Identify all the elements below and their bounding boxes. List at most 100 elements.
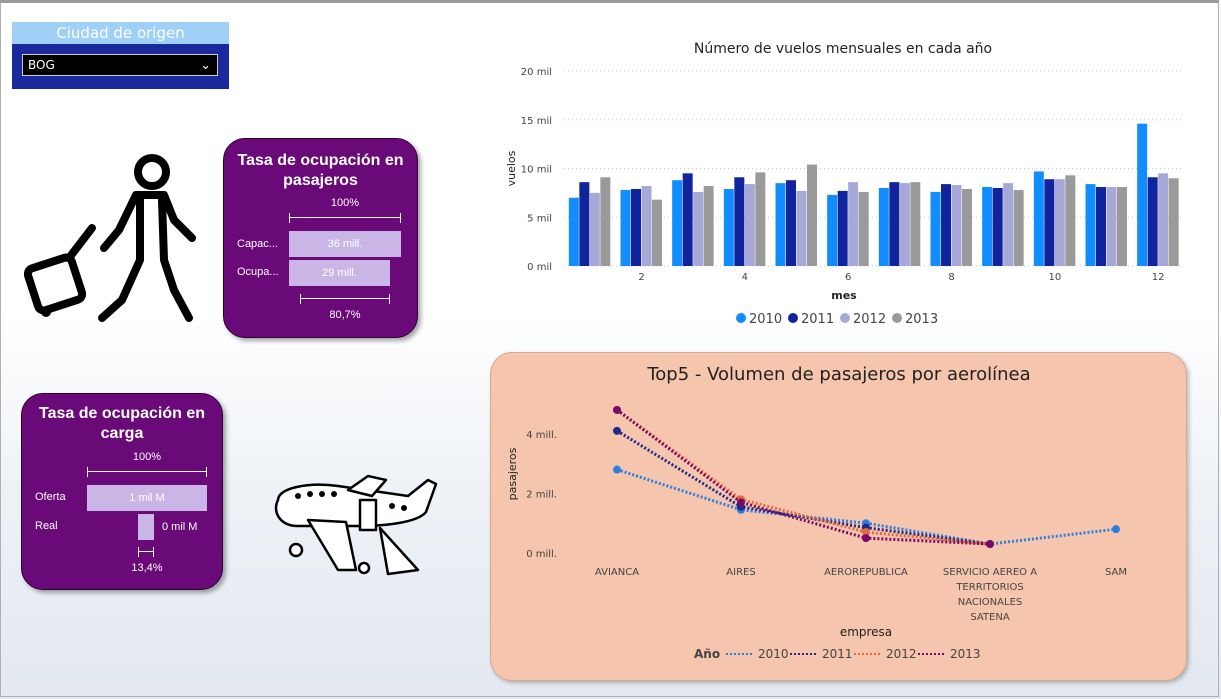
bar (786, 180, 796, 266)
top-percent-label: 100% (330, 197, 360, 209)
data-point (737, 498, 745, 507)
real-value: 0 mil M (162, 521, 198, 533)
bar (982, 187, 993, 266)
bar (807, 164, 817, 266)
capacity-label: Capac... (237, 238, 278, 250)
legend-label: 2010 (749, 312, 782, 327)
bar (910, 182, 921, 266)
bar (941, 184, 951, 266)
legend-marker (788, 313, 798, 323)
x-tick-label: SAM (1105, 567, 1127, 578)
x-tick-label: 10 (1048, 272, 1061, 283)
bar (589, 192, 600, 266)
card-title-line2: carga (100, 425, 144, 442)
bar (744, 184, 755, 266)
y-axis-label: vuelos (505, 150, 518, 186)
bar (703, 186, 714, 266)
bar (631, 188, 641, 266)
bar (672, 180, 683, 266)
x-axis-label: empresa (840, 625, 892, 639)
bar (827, 194, 838, 266)
top-percent-label: 100% (132, 451, 162, 463)
slicer-title: Ciudad de origen (12, 22, 229, 44)
legend-marker (840, 313, 850, 323)
bar (775, 183, 786, 266)
real-bar (138, 514, 154, 540)
real-label: Real (35, 520, 58, 532)
x-tick-label: 8 (948, 272, 954, 283)
legend-title: Año (694, 647, 720, 661)
card-title-line1: Tasa de ocupación en (39, 405, 205, 422)
card-title-line2: pasajeros (283, 172, 358, 189)
bar (1003, 183, 1014, 266)
occupied-bar: 29 mill. (289, 260, 390, 286)
passenger-occupancy-card: Tasa de ocupación en pasajeros 100% Capa… (223, 138, 418, 338)
data-point (986, 540, 994, 549)
bar (1096, 187, 1106, 266)
bar (1106, 187, 1117, 266)
bar (1085, 184, 1096, 266)
legend-label: 2012 (886, 647, 917, 661)
y-tick-label: 0 mill. (526, 549, 557, 560)
legend-label: 2012 (853, 312, 886, 327)
legend-marker (892, 313, 902, 323)
bar (1158, 173, 1169, 266)
x-tick-label: 4 (742, 272, 748, 283)
monthly-flights-bar-chart: Número de vuelos mensuales en cada año 0 … (505, 41, 1184, 327)
bar (1137, 123, 1148, 267)
bar (930, 191, 941, 266)
bar (889, 182, 900, 266)
series-line (616, 408, 991, 546)
scale-line-bottom (138, 547, 154, 557)
bar (1033, 171, 1044, 266)
data-point (613, 465, 621, 474)
bar (641, 186, 652, 266)
city-dropdown[interactable]: BOG ⌄ (22, 54, 218, 76)
bar (992, 188, 1003, 266)
bar (951, 185, 962, 266)
y-tick-label: 20 mil (521, 67, 552, 78)
bar (723, 188, 734, 266)
y-tick-label: 2 mill. (526, 489, 557, 500)
bar (878, 188, 889, 266)
city-dropdown-value: BOG (28, 58, 55, 72)
chevron-down-icon[interactable]: ⌄ (200, 58, 211, 73)
x-tick-label: 2 (638, 272, 644, 283)
y-tick-label: 5 mil (527, 213, 552, 224)
top5-line-chart-panel (490, 352, 1187, 681)
bar (1117, 187, 1127, 266)
x-tick-label: AIRES (726, 567, 755, 578)
chart-title: Número de vuelos mensuales en cada año (694, 41, 992, 57)
legend-label: 2011 (822, 647, 853, 661)
bar (693, 191, 704, 266)
bar (579, 182, 590, 266)
occupied-label: Ocupa... (237, 266, 279, 278)
series-line (616, 408, 991, 546)
bar (682, 173, 693, 266)
cargo-occupancy-card: Tasa de ocupación en carga 100% Oferta 1… (21, 393, 223, 590)
bar (600, 177, 611, 266)
x-axis-label: mes (831, 289, 857, 302)
bar (1147, 177, 1158, 266)
y-axis-label: pasajeros (506, 447, 519, 500)
bar (1013, 189, 1024, 266)
cargo-plane-icon (274, 474, 438, 576)
legend-marker (736, 313, 746, 323)
bar (848, 182, 859, 266)
x-tick-label: SERVICIO AEREO A TERRITORIOS NACIONALES SAT… (943, 567, 1037, 623)
bar (962, 188, 972, 266)
offer-bar: 1 mil M (87, 485, 207, 511)
data-point (862, 534, 870, 543)
y-tick-label: 4 mill. (526, 430, 557, 441)
traveler-with-luggage-icon (24, 154, 196, 322)
legend-label: 2013 (950, 647, 981, 661)
series-line (616, 429, 991, 546)
bottom-percent-label: 80,7% (329, 309, 361, 321)
bar (837, 190, 848, 266)
bar (652, 199, 662, 266)
scale-line-bottom (300, 294, 390, 304)
x-tick-label: 12 (1152, 272, 1165, 283)
capacity-bar: 36 mill. (289, 231, 401, 257)
bar (755, 172, 766, 266)
y-tick-label: 15 mil (521, 116, 552, 127)
